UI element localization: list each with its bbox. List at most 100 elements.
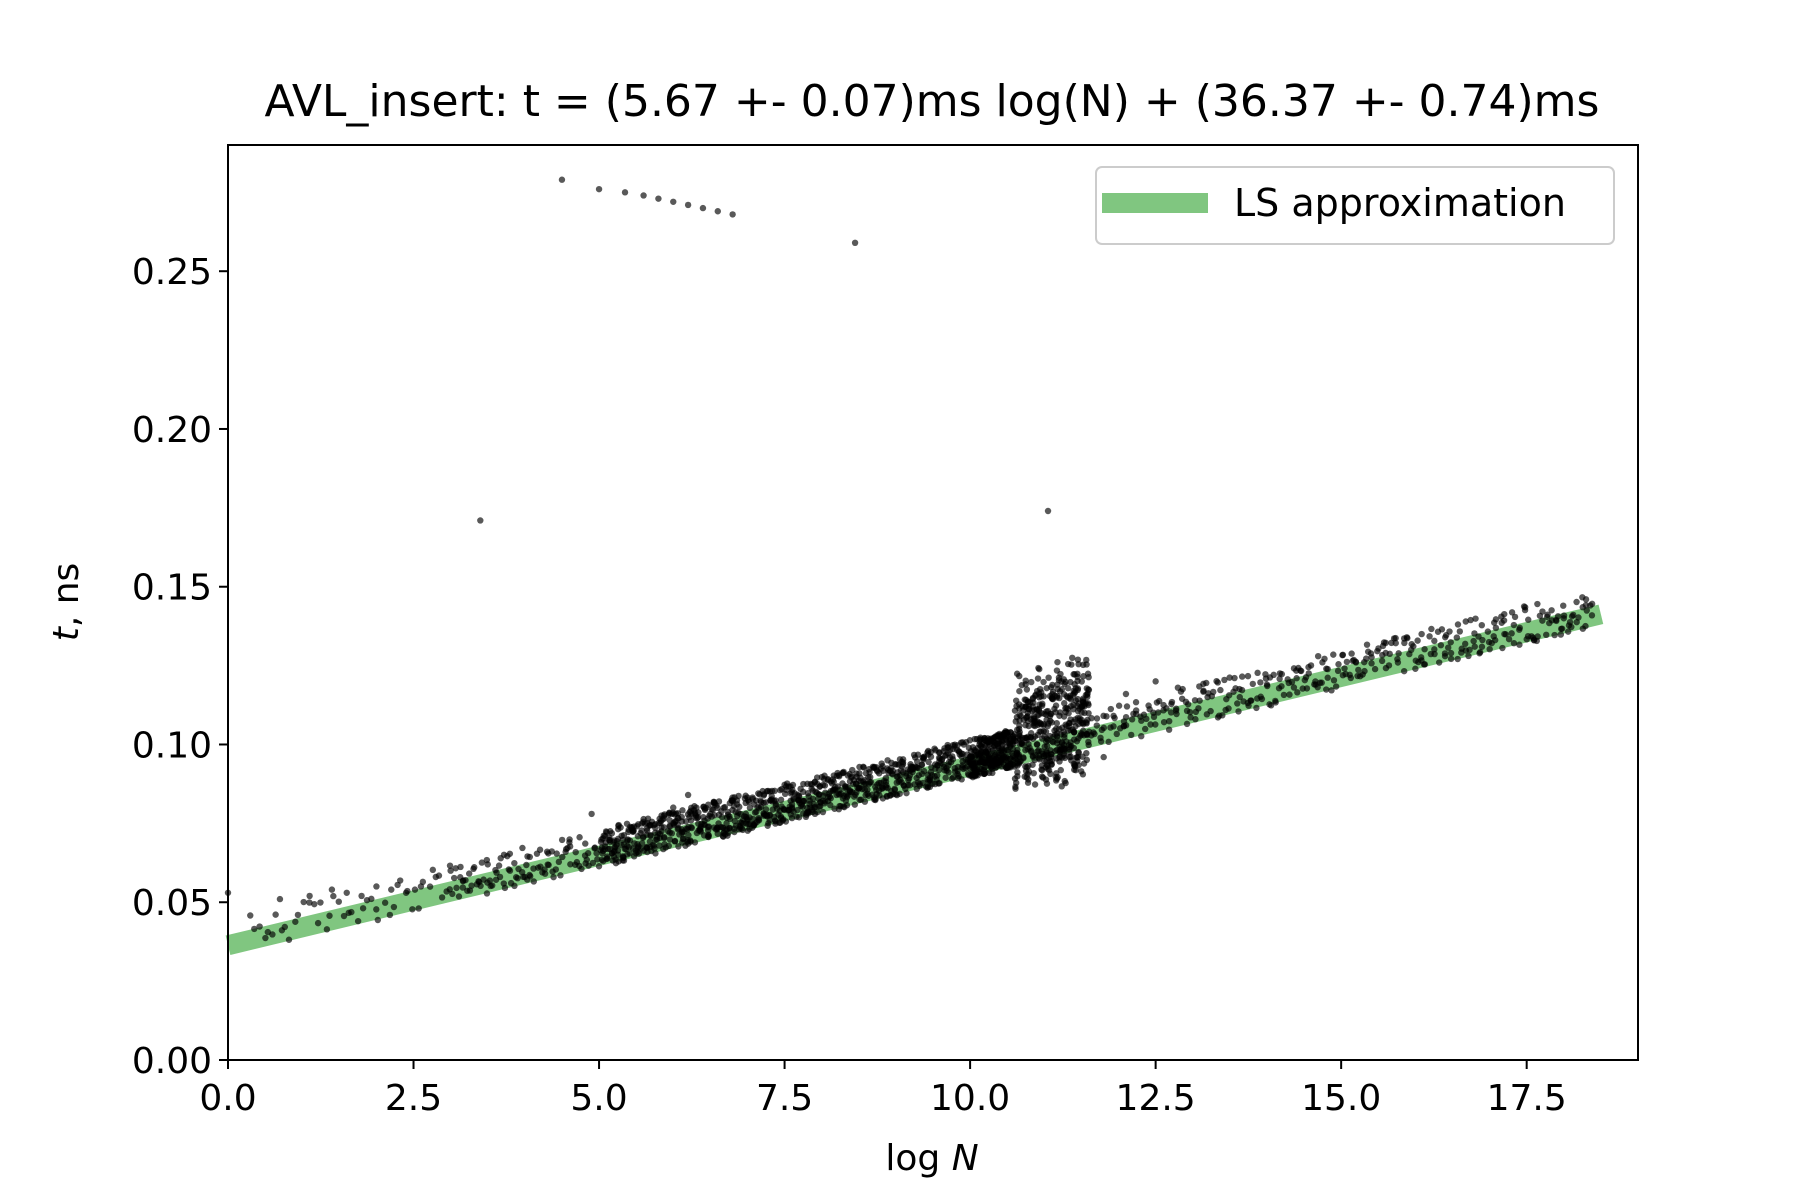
data-point (381, 899, 389, 906)
data-point (851, 801, 859, 808)
data-point (519, 844, 526, 852)
data-point (1426, 633, 1433, 640)
data-point (429, 866, 437, 874)
data-point (1421, 646, 1428, 653)
data-point (607, 828, 614, 835)
data-point (1191, 697, 1199, 704)
data-point (660, 824, 668, 831)
y-tick-label: 0.25 (132, 252, 212, 293)
data-point (1332, 683, 1340, 690)
data-point (359, 905, 367, 912)
data-point (705, 801, 712, 808)
data-point (1447, 655, 1455, 663)
data-point (945, 769, 952, 776)
data-point (1065, 710, 1072, 717)
data-point (1049, 738, 1056, 745)
data-point (1367, 650, 1375, 657)
data-point (1492, 616, 1500, 623)
data-point (685, 831, 692, 839)
data-point (1437, 642, 1445, 649)
data-point (1016, 711, 1023, 719)
data-point (1058, 686, 1066, 693)
data-point (374, 916, 382, 924)
data-point (1200, 688, 1207, 695)
data-point (1303, 685, 1311, 692)
data-point (1554, 613, 1562, 620)
data-point (797, 802, 805, 810)
data-point (1214, 679, 1222, 686)
data-point (675, 843, 682, 850)
data-point (1122, 690, 1130, 698)
chart-title: AVL_insert: t = (5.67 +- 0.07)ms log(N) … (265, 76, 1600, 127)
data-point (1072, 766, 1079, 774)
y-tick-label: 0.05 (132, 883, 212, 924)
data-point (647, 832, 654, 840)
data-point (824, 775, 832, 783)
data-point (940, 761, 947, 768)
data-point (1154, 709, 1162, 716)
data-point (1128, 731, 1135, 739)
data-point (755, 817, 763, 824)
data-point (323, 926, 331, 933)
data-point (705, 831, 712, 839)
data-point (1491, 636, 1499, 644)
data-point (887, 764, 895, 772)
data-point (866, 768, 873, 776)
data-point (523, 861, 530, 869)
data-point (1074, 686, 1081, 694)
data-point (1084, 700, 1092, 707)
data-point (1074, 670, 1081, 677)
data-point (679, 807, 686, 814)
data-point (883, 781, 890, 789)
data-point (1061, 745, 1068, 752)
data-point (1138, 732, 1145, 740)
data-point (810, 801, 818, 808)
data-point (936, 779, 943, 787)
data-point (809, 795, 817, 803)
data-point (861, 798, 869, 805)
data-point (1583, 607, 1590, 614)
data-point (1084, 693, 1091, 701)
data-point (1511, 613, 1519, 621)
data-point (1132, 699, 1140, 706)
data-point (1534, 600, 1541, 608)
data-point (1196, 697, 1203, 704)
data-point (766, 811, 773, 819)
data-point (1015, 760, 1023, 767)
data-point (314, 919, 322, 927)
data-point (1294, 689, 1301, 696)
data-point (1558, 625, 1566, 632)
data-point (896, 790, 903, 797)
data-point (1085, 741, 1092, 749)
data-point (1226, 674, 1233, 681)
data-point (687, 817, 695, 824)
data-point (934, 772, 941, 779)
data-point (844, 793, 851, 801)
data-point (566, 843, 574, 850)
data-point (704, 823, 712, 831)
data-point (1234, 700, 1241, 707)
data-point (1160, 718, 1168, 726)
legend-label: LS approximation (1234, 181, 1566, 225)
data-point (1588, 612, 1596, 619)
data-point (1257, 693, 1264, 700)
x-axis-label-main: log (885, 1138, 951, 1179)
data-point (1352, 658, 1359, 665)
data-point (1478, 643, 1486, 650)
data-point (819, 808, 827, 816)
data-point (927, 753, 935, 760)
data-point (678, 829, 686, 837)
data-point (1217, 686, 1224, 694)
data-point (1122, 713, 1130, 721)
data-point (317, 899, 324, 906)
data-point (511, 859, 518, 867)
legend-box (1095, 166, 1615, 245)
data-point (1022, 681, 1029, 688)
data-point (1014, 769, 1021, 776)
data-point (584, 850, 592, 857)
x-tick-label: 10.0 (930, 1078, 1010, 1119)
data-point (578, 865, 585, 873)
data-point (1447, 639, 1454, 646)
data-point (446, 862, 454, 869)
data-point (606, 845, 614, 853)
